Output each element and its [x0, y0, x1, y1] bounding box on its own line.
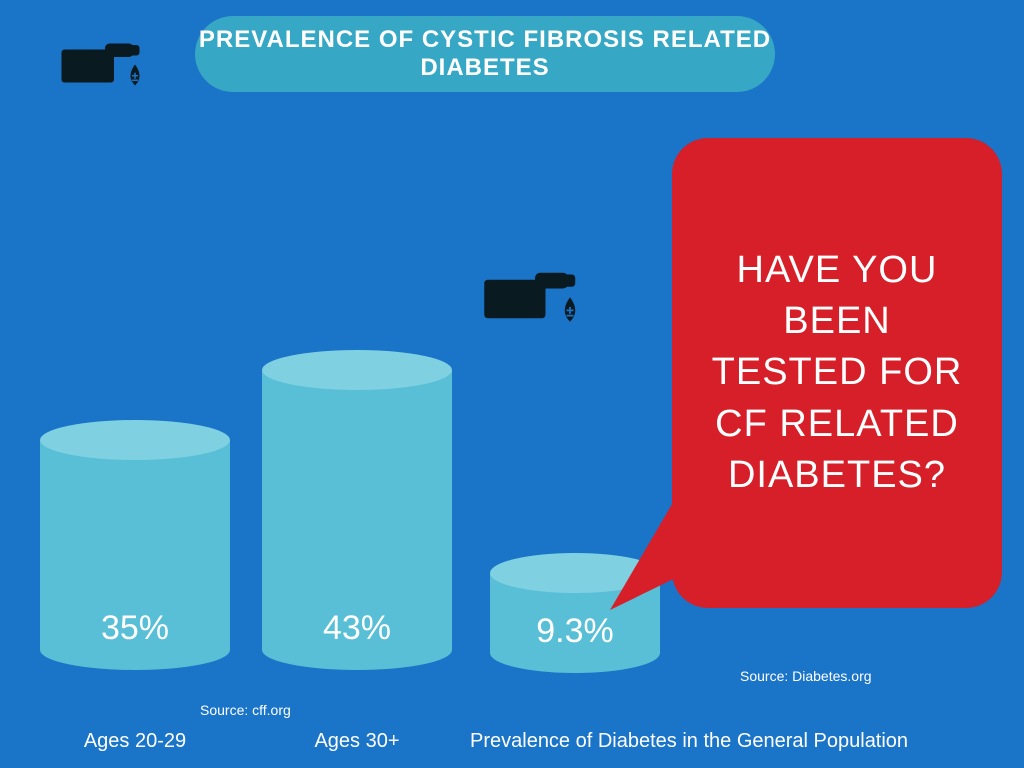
infographic-canvas: PREVALENCE OF CYSTIC FIBROSIS RELATED DI…	[0, 0, 1024, 768]
bubble-text: HAVE YOU BEEN TESTED FOR CF RELATED DIAB…	[700, 245, 974, 501]
speech-bubble: HAVE YOU BEEN TESTED FOR CF RELATED DIAB…	[0, 0, 1024, 768]
